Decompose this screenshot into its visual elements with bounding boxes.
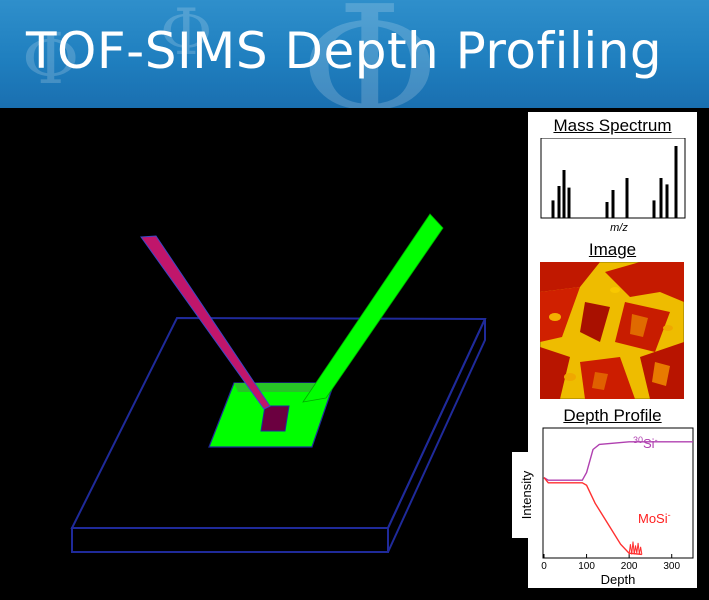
depth-profile-xlabel: Depth <box>601 572 636 587</box>
mosi-noise-line <box>628 541 643 555</box>
sample-right-face <box>387 318 486 553</box>
si-series-label: 30Si- <box>633 435 658 451</box>
depth-profile-chart: Intensity 0 100 200 300 30Si- MoSi- Depth <box>512 427 694 587</box>
title-banner: Φ Φ Φ TOF-SIMS Depth Profiling <box>0 0 709 108</box>
sims-schematic <box>70 213 487 553</box>
depth-profile-ylabel-box <box>512 452 540 538</box>
secondary-ion-beam <box>302 213 444 403</box>
xtick-label: 100 <box>578 561 595 572</box>
depth-profile-title: Depth Profile <box>563 406 662 425</box>
results-panel: Mass Spectrum m/z Image Depth Profile In… <box>512 112 697 588</box>
mass-spectrum-title: Mass Spectrum <box>553 116 672 135</box>
xtick-label: 200 <box>621 561 638 572</box>
phi-watermark-icon: Φ <box>160 0 213 70</box>
xtick-label: 0 <box>541 561 547 572</box>
mass-spectrum-peaks <box>551 146 678 218</box>
sample-top-face <box>70 316 487 529</box>
mosi-series-line <box>543 477 642 556</box>
depth-profile-plot-area <box>542 427 694 559</box>
si-30-series-line <box>543 441 693 481</box>
mass-spectrum-xlabel: m/z <box>610 222 628 234</box>
phi-watermark-icon: Φ <box>22 18 80 100</box>
mass-spectrum-chart: m/z <box>540 138 686 234</box>
depth-profile-xticks: 0 100 200 300 <box>541 554 680 572</box>
mosi-series-label: MoSi- <box>638 510 671 526</box>
xtick-label: 300 <box>663 561 680 572</box>
phi-watermark-icon: Φ <box>300 0 440 108</box>
page-title: TOF-SIMS Depth Profiling <box>26 22 663 80</box>
image-title: Image <box>588 240 637 259</box>
ion-image <box>540 262 684 399</box>
sample-side-face <box>71 527 389 553</box>
analysis-area <box>260 405 290 432</box>
depth-profile-ylabel: Intensity <box>519 470 534 519</box>
primary-ion-beam <box>140 235 271 410</box>
